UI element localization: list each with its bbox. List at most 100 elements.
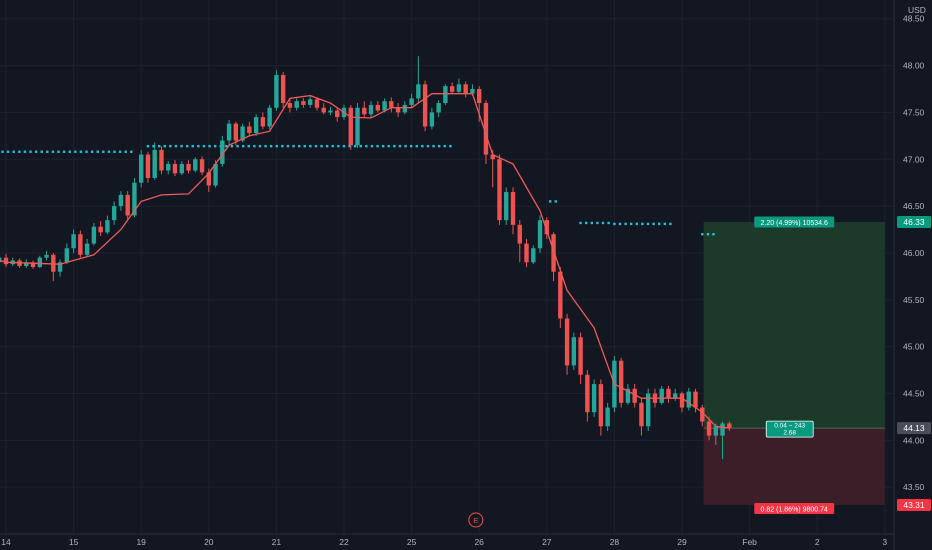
- target-price-tag-text: 46.33: [903, 217, 925, 227]
- candle: [598, 379, 604, 436]
- candle: [172, 160, 178, 177]
- earnings-marker[interactable]: E: [468, 512, 484, 528]
- candle: [646, 388, 651, 431]
- candle-body: [395, 107, 401, 113]
- candle: [321, 103, 326, 115]
- candle: [145, 151, 151, 183]
- level-dot: [337, 144, 340, 148]
- candle-body: [98, 226, 103, 233]
- candle: [233, 121, 239, 146]
- candle-body: [51, 254, 56, 272]
- candle-body: [368, 104, 374, 115]
- level-dot: [652, 222, 655, 226]
- candle-body: [355, 107, 360, 146]
- level-dot: [325, 144, 329, 148]
- candle-body: [456, 84, 462, 92]
- level-dot: [241, 144, 245, 148]
- level-dot: [51, 150, 55, 153]
- time-tick-label: 27: [542, 537, 552, 547]
- candle-body: [436, 103, 441, 113]
- candle: [375, 101, 380, 113]
- candle: [436, 100, 441, 118]
- level-dot: [370, 144, 374, 148]
- candle: [673, 388, 678, 401]
- level-dot: [381, 144, 385, 148]
- candle: [551, 232, 556, 282]
- level-dot: [303, 144, 306, 148]
- candle-body: [443, 86, 448, 104]
- candle: [571, 332, 577, 371]
- loss-zone: [703, 428, 885, 505]
- time-tick-label: Feb: [742, 537, 757, 547]
- level-dot: [275, 144, 278, 148]
- candle-body: [693, 391, 698, 408]
- level-dot: [6, 150, 10, 153]
- level-dot: [309, 144, 312, 148]
- candle: [713, 423, 718, 445]
- target-price-tag-bg: [897, 216, 931, 229]
- level-dot: [68, 150, 71, 153]
- time-tick-label: 15: [69, 537, 79, 547]
- candle: [727, 421, 732, 431]
- candle: [274, 70, 279, 111]
- candle-body: [625, 388, 631, 403]
- level-dot: [40, 150, 43, 153]
- candle-body: [544, 220, 549, 235]
- level-dot: [18, 150, 21, 153]
- level-dot: [29, 150, 32, 153]
- price-tick-label: 47.50: [903, 107, 925, 117]
- price-tick-label: 45.50: [903, 295, 925, 305]
- candle: [362, 101, 367, 118]
- candle: [64, 243, 70, 265]
- long-position-tool[interactable]: [703, 222, 885, 505]
- candle-body: [314, 99, 320, 108]
- time-tick-label: 19: [136, 537, 146, 547]
- candle-body: [253, 117, 259, 134]
- price-tick-label: 46.00: [903, 248, 925, 258]
- level-dot: [90, 150, 94, 153]
- candle: [355, 103, 360, 149]
- stop-price-tag-bg: [897, 498, 931, 511]
- candle: [84, 238, 90, 257]
- candle: [159, 146, 164, 175]
- candle-body: [335, 110, 340, 118]
- price-tick-label: 48.50: [903, 14, 925, 24]
- candle: [382, 98, 387, 113]
- price-axis[interactable]: USD: [893, 0, 926, 550]
- candle-body: [105, 220, 110, 233]
- candle-body: [152, 149, 157, 178]
- candle-body: [44, 254, 49, 258]
- candle: [247, 121, 252, 137]
- candle-body: [558, 271, 563, 319]
- price-ticks: 48.50 48.00 47.50 47.00 46.50 46.00 45.50 45.00…: [903, 14, 925, 492]
- level-dot: [208, 144, 211, 148]
- level-dot: [663, 222, 666, 226]
- level-dot: [669, 222, 672, 226]
- candle-body: [713, 426, 718, 436]
- level-dot: [314, 144, 318, 148]
- candle: [585, 370, 590, 422]
- candle: [517, 220, 522, 263]
- level-dot: [607, 221, 610, 225]
- candle-body: [679, 393, 685, 408]
- level-dot: [62, 150, 66, 153]
- candle-body: [429, 112, 435, 127]
- candle: [0, 257, 2, 263]
- candle-body: [402, 104, 408, 113]
- level-dot: [107, 150, 111, 153]
- candle: [429, 107, 435, 130]
- risk-reward-label-bg: [765, 420, 814, 438]
- level-dot: [579, 221, 582, 225]
- candle: [625, 384, 631, 405]
- level-dot: [342, 144, 346, 148]
- candle: [679, 391, 685, 413]
- level-dot: [34, 150, 38, 153]
- price-tick-label: 44.00: [903, 435, 925, 445]
- candle-body: [308, 99, 313, 105]
- level-dot: [281, 144, 284, 148]
- profit-zone: [703, 222, 885, 429]
- level-dot: [163, 144, 166, 148]
- level-dot: [353, 144, 357, 148]
- candle-body: [91, 226, 97, 244]
